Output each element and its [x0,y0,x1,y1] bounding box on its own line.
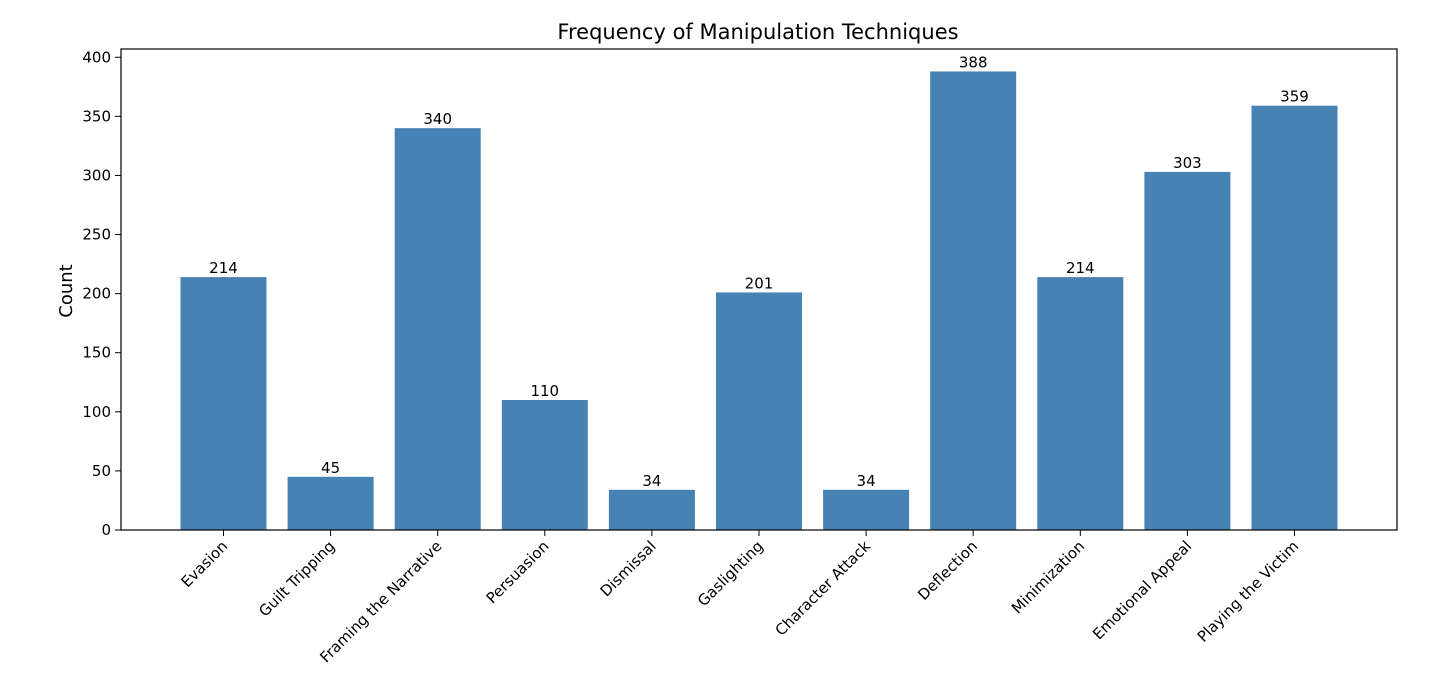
bar [1251,105,1338,531]
y-tick-label: 100 [82,403,111,421]
bar [823,489,910,530]
x-tick-label: Playing the Victim [1194,537,1303,646]
bar-value-label: 214 [1066,259,1095,277]
bar [608,489,695,530]
x-tick-label: Guilt Tripping [255,537,338,620]
x-tick-label: Framing the Narrative [316,537,445,666]
x-tick-label: Character Attack [772,537,875,640]
x-tick-label: Persuasion [483,537,553,607]
bar [716,292,802,530]
bar-value-label: 110 [530,382,559,400]
bar [1037,277,1124,530]
x-tick-label: Minimization [1008,537,1088,617]
y-tick-label: 250 [82,226,111,244]
plot-frame [120,48,1398,531]
bar-value-label: 388 [959,53,988,71]
y-tick-label: 50 [92,462,111,480]
bar-value-label: 359 [1280,88,1309,106]
bar-value-label: 45 [321,459,340,477]
bar [501,400,588,530]
x-tick-label: Dismissal [597,537,660,600]
y-tick-label: 400 [82,48,111,66]
bar-value-label: 340 [423,110,452,128]
y-tick-label: 350 [82,107,111,125]
bar-value-label: 201 [745,274,774,292]
bar-value-label: 303 [1173,154,1202,172]
chart-title: Frequency of Manipulation Techniques [557,20,958,44]
x-tick-label: Deflection [914,537,981,604]
y-axis-label: Count [56,264,77,317]
bar [930,71,1017,531]
y-tick-label: 0 [101,521,111,539]
bar [180,277,267,530]
y-axis: 0 50 100 150 200 250 300 350 400 [82,48,121,539]
bar-value-label: 34 [642,472,661,490]
bar-value-labels: 214 45 340 110 34 201 34 388 214 303 359 [209,53,1309,489]
bar [394,128,481,530]
y-tick-label: 200 [82,285,111,303]
x-tick-label: Evasion [177,537,231,591]
bar-value-label: 34 [857,472,876,490]
bar [1144,171,1231,530]
bars [180,71,1338,531]
bar [287,476,374,530]
y-tick-label: 150 [82,344,111,362]
x-tick-label: Gaslighting [694,537,767,610]
bar-value-label: 214 [209,259,238,277]
y-tick-label: 300 [82,166,111,184]
x-tick-label: Emotional Appeal [1089,537,1195,643]
